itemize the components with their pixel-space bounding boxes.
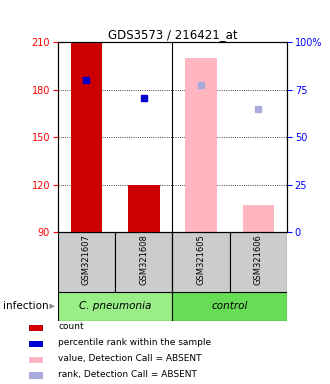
Bar bbox=[71, 42, 102, 232]
Title: GDS3573 / 216421_at: GDS3573 / 216421_at bbox=[108, 28, 237, 41]
Bar bbox=[185, 58, 217, 232]
Bar bbox=[243, 205, 274, 232]
Bar bbox=[58, 232, 115, 292]
Text: count: count bbox=[58, 322, 84, 331]
Text: GSM321605: GSM321605 bbox=[197, 234, 206, 285]
Bar bbox=[29, 372, 43, 379]
Bar bbox=[115, 232, 172, 292]
Text: infection: infection bbox=[3, 301, 49, 311]
Text: GSM321606: GSM321606 bbox=[254, 234, 263, 285]
Bar bbox=[58, 292, 172, 321]
Text: rank, Detection Call = ABSENT: rank, Detection Call = ABSENT bbox=[58, 370, 197, 379]
Text: GSM321608: GSM321608 bbox=[139, 234, 148, 285]
Text: GSM321607: GSM321607 bbox=[82, 234, 91, 285]
Text: C. pneumonia: C. pneumonia bbox=[79, 301, 151, 311]
Text: control: control bbox=[212, 301, 248, 311]
Bar bbox=[128, 185, 159, 232]
Bar bbox=[172, 232, 230, 292]
Bar bbox=[29, 356, 43, 363]
Text: value, Detection Call = ABSENT: value, Detection Call = ABSENT bbox=[58, 354, 202, 363]
Bar bbox=[230, 232, 287, 292]
Bar bbox=[29, 341, 43, 347]
Text: percentile rank within the sample: percentile rank within the sample bbox=[58, 338, 212, 347]
Bar bbox=[172, 292, 287, 321]
Bar bbox=[29, 324, 43, 331]
